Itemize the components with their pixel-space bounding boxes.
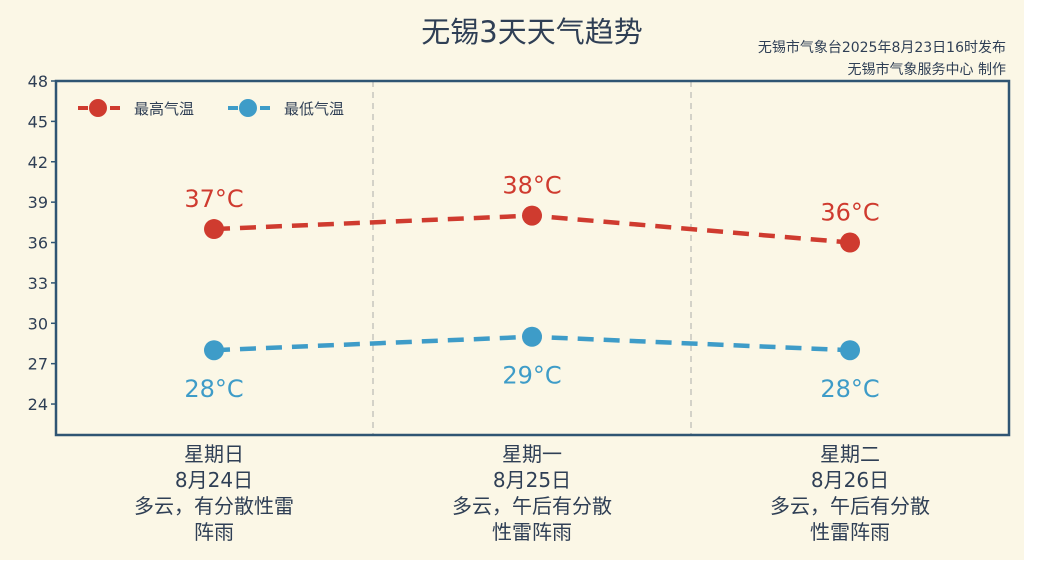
weather-desc-1-line-2: 阵雨 <box>194 520 234 544</box>
plot-frame <box>54 79 1011 437</box>
y-tick-label-48: 48 <box>28 72 48 91</box>
series-2-point-1 <box>204 340 224 361</box>
x-tick-date-2: 8月25日 <box>493 468 571 492</box>
chart-card <box>0 0 1024 560</box>
weather-desc-3-line-1: 多云，午后有分散 <box>770 494 930 518</box>
legend-marker-1 <box>89 99 107 117</box>
series-1-data-label-2: 38°C <box>502 172 561 200</box>
x-tick-weekday-3: 星期二 <box>820 442 880 466</box>
y-tick-label-24: 24 <box>28 395 48 414</box>
y-tick-label-36: 36 <box>28 234 48 253</box>
series-1-point-1 <box>204 219 224 240</box>
series-2-point-3 <box>840 340 860 361</box>
series-2-point-2 <box>522 326 542 347</box>
legend-marker-2 <box>239 99 257 117</box>
y-tick-label-30: 30 <box>28 314 48 333</box>
series-1-point-3 <box>840 232 860 253</box>
x-tick-date-3: 8月26日 <box>811 468 889 492</box>
series-1-data-label-3: 36°C <box>820 199 879 227</box>
y-tick-label-39: 39 <box>28 193 48 212</box>
series-1-point-2 <box>522 205 542 226</box>
chart-title: 无锡3天天气趋势 <box>421 15 642 49</box>
weather-desc-2-line-2: 性雷阵雨 <box>492 520 572 544</box>
publisher-credit: 无锡市气象台2025年8月23日16时发布 <box>758 39 1006 56</box>
y-tick-label-33: 33 <box>28 274 48 293</box>
series-2-data-label-1: 28°C <box>184 375 243 403</box>
legend-label-1: 最高气温 <box>134 100 194 118</box>
x-tick-weekday-2: 星期一 <box>502 442 562 466</box>
x-tick-date-1: 8月24日 <box>175 468 253 492</box>
weather-desc-1-line-1: 多云，有分散性雷 <box>134 494 294 518</box>
series-2-data-label-2: 29°C <box>502 362 561 390</box>
y-tick-label-27: 27 <box>28 355 48 374</box>
y-tick-label-42: 42 <box>28 153 48 172</box>
x-tick-weekday-1: 星期日 <box>184 442 244 466</box>
legend-label-2: 最低气温 <box>284 100 344 118</box>
series-2-data-label-3: 28°C <box>820 375 879 403</box>
series-1-data-label-1: 37°C <box>184 185 243 213</box>
y-tick-label-45: 45 <box>28 112 48 131</box>
weather-desc-3-line-2: 性雷阵雨 <box>810 520 890 544</box>
producer-credit: 无锡市气象服务中心 制作 <box>848 61 1006 78</box>
weather-desc-2-line-1: 多云，午后有分散 <box>452 494 612 518</box>
